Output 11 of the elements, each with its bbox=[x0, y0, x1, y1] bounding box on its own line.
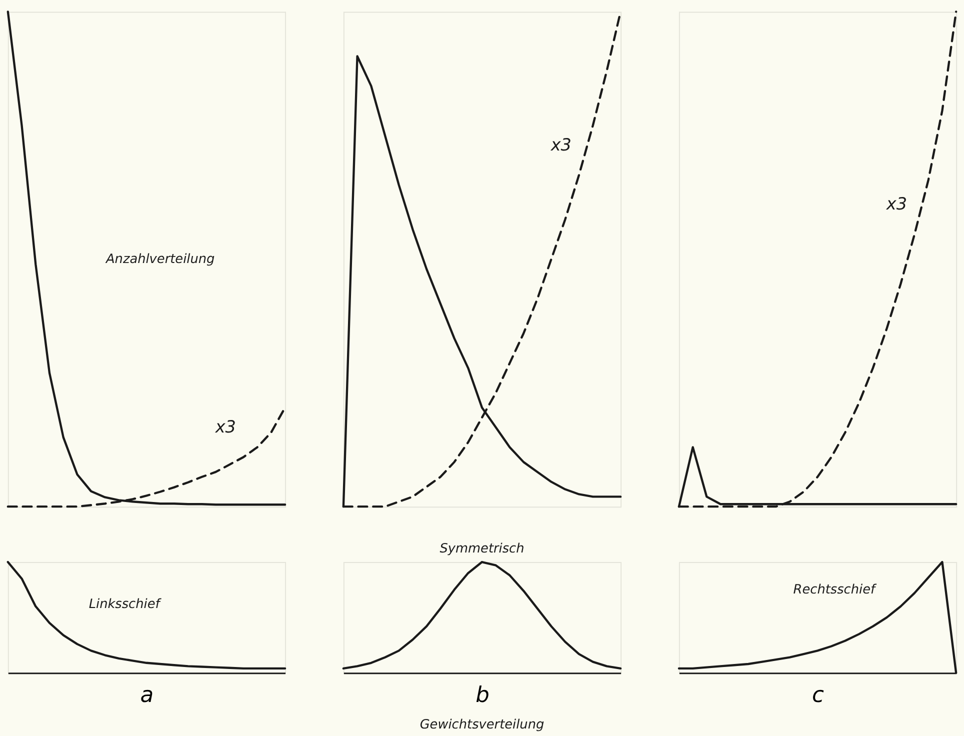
series-label: x3 bbox=[885, 194, 908, 214]
text: Gewichtsverteilung bbox=[420, 717, 544, 732]
annotation: Linksschief bbox=[88, 597, 162, 612]
x-axis-title: b bbox=[476, 683, 490, 708]
series-label: x3 bbox=[550, 134, 572, 154]
x-axis-title: c bbox=[812, 683, 824, 708]
series-label: x3 bbox=[214, 416, 236, 436]
annotation: Rechtsschief bbox=[793, 582, 878, 598]
x-axis-title: a bbox=[140, 683, 154, 708]
text: Symmetrisch bbox=[440, 542, 524, 557]
annotation: Anzahlverteilung bbox=[105, 252, 215, 268]
